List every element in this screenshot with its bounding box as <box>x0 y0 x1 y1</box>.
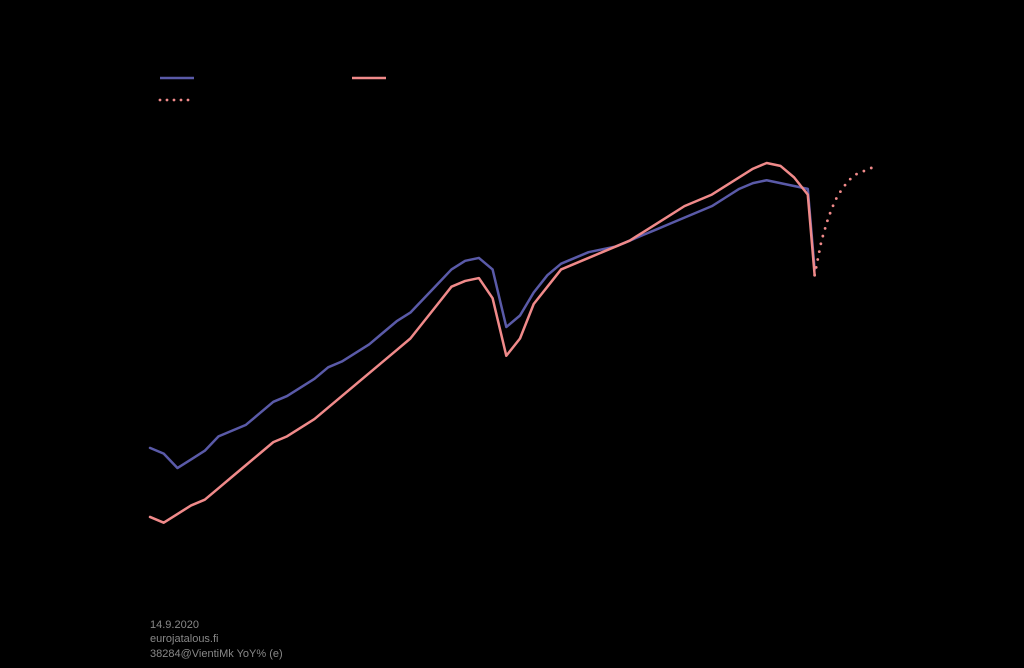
footer-line-1: 14.9.2020 <box>150 618 283 632</box>
series-pink-dotted <box>813 167 872 277</box>
footer-line-3: 38284@VientiMk YoY% (e) <box>150 647 283 661</box>
chart-svg <box>0 0 1024 668</box>
series-blue-solid <box>150 180 815 468</box>
line-chart: 14.9.2020 eurojatalous.fi 38284@VientiMk… <box>0 0 1024 668</box>
footer-line-2: eurojatalous.fi <box>150 632 283 646</box>
series-pink-solid <box>150 163 815 523</box>
legend-swatch-pink-dotted <box>159 99 190 102</box>
chart-footer: 14.9.2020 eurojatalous.fi 38284@VientiMk… <box>150 618 283 661</box>
